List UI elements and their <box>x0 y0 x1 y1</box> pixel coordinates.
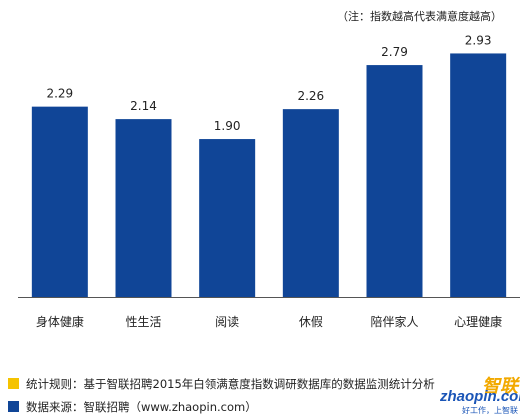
logo-top-text: 智联 <box>482 376 518 397</box>
value-label-1: 2.29 <box>46 87 73 101</box>
value-label-3: 1.90 <box>214 119 241 133</box>
value-label-2: 2.14 <box>130 99 157 113</box>
category-label-3: 阅读 <box>215 315 239 329</box>
logo-slogan-text: 好工作，上智联 <box>462 406 518 414</box>
value-label-5: 2.79 <box>381 45 408 59</box>
logo-main-text: zhaopin.com <box>440 388 520 405</box>
bar-4 <box>282 109 339 297</box>
rule-square-icon <box>8 378 19 389</box>
footer-rule: 统计规则：基于智联招聘2015年白领满意度指数调研数据库的数据监测统计分析 <box>8 376 435 392</box>
value-labels-group: 2.29 2.14 1.90 2.26 2.79 2.93 <box>46 33 491 133</box>
bars-group <box>31 53 507 297</box>
bar-chart: 2.29 2.14 1.90 2.26 2.79 2.93 身体健康 性生活 阅读 休假 陪伴家人… <box>18 33 520 329</box>
footer-source-text: 数据来源：智联招聘（www.zhaopin.com） <box>26 400 257 414</box>
value-label-6: 2.93 <box>465 33 492 47</box>
bar-6 <box>450 53 507 297</box>
category-label-2: 性生活 <box>125 315 161 329</box>
footer-source: 数据来源：智联招聘（www.zhaopin.com） <box>8 399 257 415</box>
value-label-4: 2.26 <box>297 89 324 103</box>
bar-3 <box>199 139 256 297</box>
category-label-5: 陪伴家人 <box>370 314 418 329</box>
category-label-1: 身体健康 <box>36 314 84 329</box>
zhaopin-logo: 智联 zhaopin.com 好工作，上智联 <box>440 374 520 414</box>
bar-5 <box>366 65 423 297</box>
category-labels-group: 身体健康 性生活 阅读 休假 陪伴家人 心理健康 <box>36 314 502 329</box>
source-square-icon <box>8 401 19 412</box>
chart-note: （注：指数越高代表满意度越高） <box>337 10 502 23</box>
bar-1 <box>31 106 88 297</box>
category-label-6: 心理健康 <box>454 314 502 329</box>
category-label-4: 休假 <box>299 315 323 329</box>
footer-rule-text: 统计规则：基于智联招聘2015年白领满意度指数调研数据库的数据监测统计分析 <box>26 377 435 391</box>
bar-2 <box>115 119 172 297</box>
